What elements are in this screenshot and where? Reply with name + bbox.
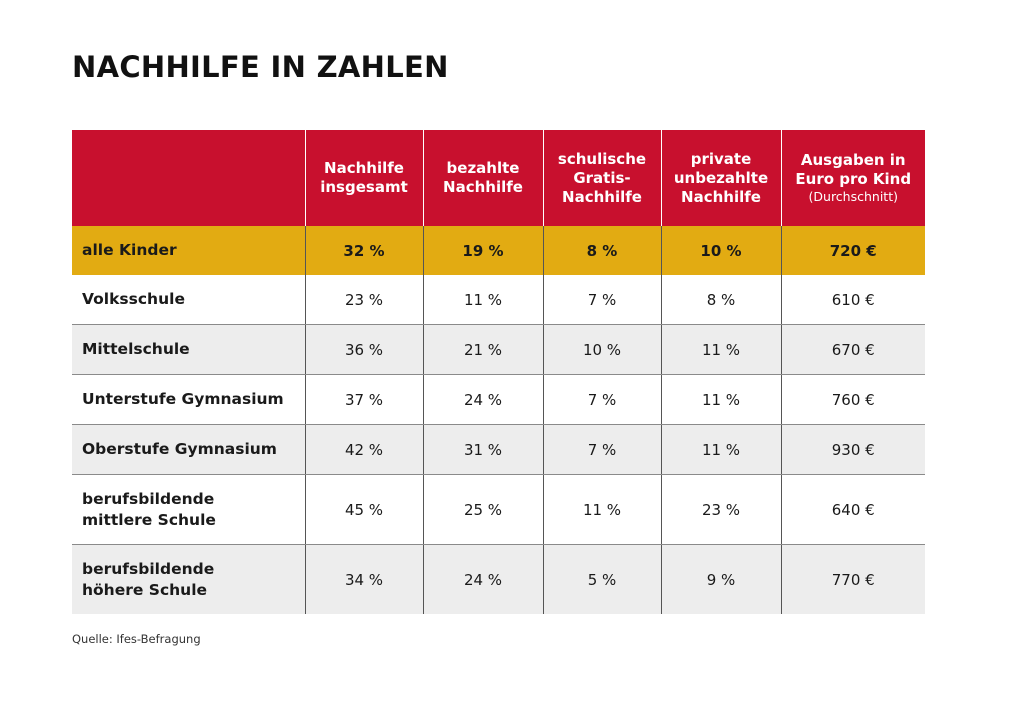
table-row: berufsbildende mittlere Schule 45 % 25 %… xyxy=(72,474,925,545)
header-empty xyxy=(72,130,305,226)
table-cell: 11 % xyxy=(542,474,661,545)
table-cell: 670 € xyxy=(780,324,925,375)
header-paid-tutoring: bezahlte Nachhilfe xyxy=(422,130,543,226)
table-row: berufsbildende höhere Schule 34 % 24 % 5… xyxy=(72,544,925,614)
table-cell: 31 % xyxy=(422,424,543,475)
table-cell: 640 € xyxy=(780,474,925,545)
table-cell: 7 % xyxy=(542,424,661,475)
header-tutoring-total: Nachhilfe insgesamt xyxy=(304,130,423,226)
table-row: Volksschule 23 % 11 % 7 % 8 % 610 € xyxy=(72,275,925,325)
table-cell: 5 % xyxy=(542,544,661,614)
table-cell: 37 % xyxy=(304,374,423,425)
table-cell: 19 % xyxy=(422,226,543,275)
tutoring-statistics-table: Nachhilfe insgesamt bezahlte Nachhilfe s… xyxy=(72,130,925,614)
table-cell: 930 € xyxy=(780,424,925,475)
page-title: NACHHILFE IN ZAHLEN xyxy=(72,50,449,84)
table-cell: 23 % xyxy=(304,275,423,325)
table-cell: 760 € xyxy=(780,374,925,425)
table-cell: 9 % xyxy=(660,544,781,614)
row-label: Volksschule xyxy=(72,275,305,325)
table-cell: 7 % xyxy=(542,374,661,425)
table-cell: 32 % xyxy=(304,226,423,275)
table-cell: 7 % xyxy=(542,275,661,325)
row-label: Oberstufe Gymnasium xyxy=(72,424,305,475)
table-cell: 10 % xyxy=(660,226,781,275)
table-row: Oberstufe Gymnasium 42 % 31 % 7 % 11 % 9… xyxy=(72,424,925,475)
table-row-all-children: alle Kinder 32 % 19 % 8 % 10 % 720 € xyxy=(72,226,925,275)
table-cell: 36 % xyxy=(304,324,423,375)
row-label: berufsbildende höhere Schule xyxy=(72,544,305,614)
table-cell: 23 % xyxy=(660,474,781,545)
table-cell: 21 % xyxy=(422,324,543,375)
table-cell: 610 € xyxy=(780,275,925,325)
table-cell: 24 % xyxy=(422,374,543,425)
table-cell: 45 % xyxy=(304,474,423,545)
table-cell: 25 % xyxy=(422,474,543,545)
table-cell: 720 € xyxy=(780,226,925,275)
header-private-unpaid-tutoring: private unbezahlte Nachhilfe xyxy=(660,130,781,226)
table-cell: 770 € xyxy=(780,544,925,614)
table-header-row: Nachhilfe insgesamt bezahlte Nachhilfe s… xyxy=(72,130,925,226)
row-label: Mittelschule xyxy=(72,324,305,375)
source-note: Quelle: Ifes-Befragung xyxy=(72,632,201,646)
table-row: Mittelschule 36 % 21 % 10 % 11 % 670 € xyxy=(72,324,925,375)
table-cell: 24 % xyxy=(422,544,543,614)
table-cell: 8 % xyxy=(660,275,781,325)
table-cell: 34 % xyxy=(304,544,423,614)
table-cell: 11 % xyxy=(660,424,781,475)
row-label: berufsbildende mittlere Schule xyxy=(72,474,305,545)
table-cell: 42 % xyxy=(304,424,423,475)
table-cell: 11 % xyxy=(660,324,781,375)
table-cell: 8 % xyxy=(542,226,661,275)
row-label: Unterstufe Gymnasium xyxy=(72,374,305,425)
row-label: alle Kinder xyxy=(72,226,305,275)
table-cell: 11 % xyxy=(422,275,543,325)
table-row: Unterstufe Gymnasium 37 % 24 % 7 % 11 % … xyxy=(72,374,925,425)
header-school-free-tutoring: schulische Gratis- Nachhilfe xyxy=(542,130,661,226)
table-cell: 11 % xyxy=(660,374,781,425)
header-spending-per-child: Ausgaben in Euro pro Kind (Durchschnitt) xyxy=(780,130,925,226)
table-cell: 10 % xyxy=(542,324,661,375)
